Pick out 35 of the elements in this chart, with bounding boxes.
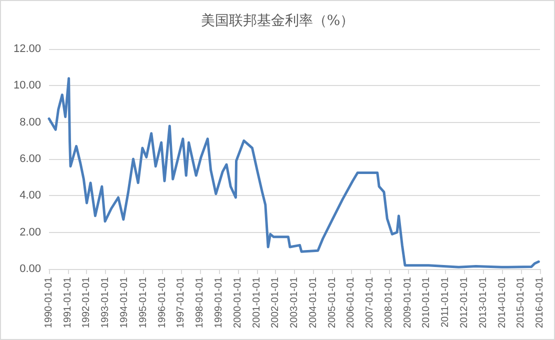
x-tick-label: 2016-01-01: [534, 276, 546, 328]
x-tick-label: 2011-01-01: [440, 276, 452, 328]
x-tick-label: 1995-01-01: [138, 276, 149, 328]
x-tick-label: 2014-01-01: [496, 276, 508, 328]
y-tick-label: 2.00: [20, 226, 41, 238]
x-tick-label: 2008-01-01: [383, 276, 394, 328]
x-tick-label: 2009-01-01: [402, 276, 414, 328]
x-tick-label: 2002-01-01: [270, 276, 282, 328]
x-tick-label: 1998-01-01: [194, 276, 206, 328]
y-tick-label: 12.00: [13, 43, 41, 55]
x-tick-label: 1990-01-01: [44, 276, 54, 328]
x-tick-label: 2006-01-01: [346, 276, 357, 328]
y-tick-label: 4.00: [20, 190, 41, 202]
x-tick-label: 2012-01-01: [458, 276, 470, 328]
x-tick-label: 1994-01-01: [119, 276, 130, 328]
x-tick-label: 2013-01-01: [478, 276, 489, 328]
x-tick-label: 1997-01-01: [176, 276, 187, 328]
x-tick-label: 2005-01-01: [326, 276, 338, 328]
x-tick-label: 2000-01-01: [232, 276, 244, 328]
y-tick-label: 10.00: [13, 80, 41, 92]
y-tick-label: 6.00: [20, 153, 41, 165]
x-tick-label: 2015-01-01: [516, 276, 527, 328]
x-tick-label: 1996-01-01: [156, 276, 168, 328]
chart-title: 美国联邦基金利率（%）: [200, 13, 354, 29]
x-tick-label: 2010-01-01: [421, 276, 432, 328]
x-tick-label: 1993-01-01: [100, 276, 112, 328]
x-tick-label: 2004-01-01: [308, 276, 319, 328]
x-tick-label: 1991-01-01: [62, 276, 74, 328]
y-tick-label: 0.00: [20, 263, 41, 275]
x-tick-label: 2007-01-01: [364, 276, 376, 328]
x-tick-label: 2003-01-01: [289, 276, 300, 328]
y-tick-label: 8.00: [20, 116, 41, 128]
x-tick-label: 1992-01-01: [81, 276, 92, 328]
x-tick-label: 1999-01-01: [213, 276, 224, 328]
x-tick-label: 2001-01-01: [251, 276, 262, 328]
